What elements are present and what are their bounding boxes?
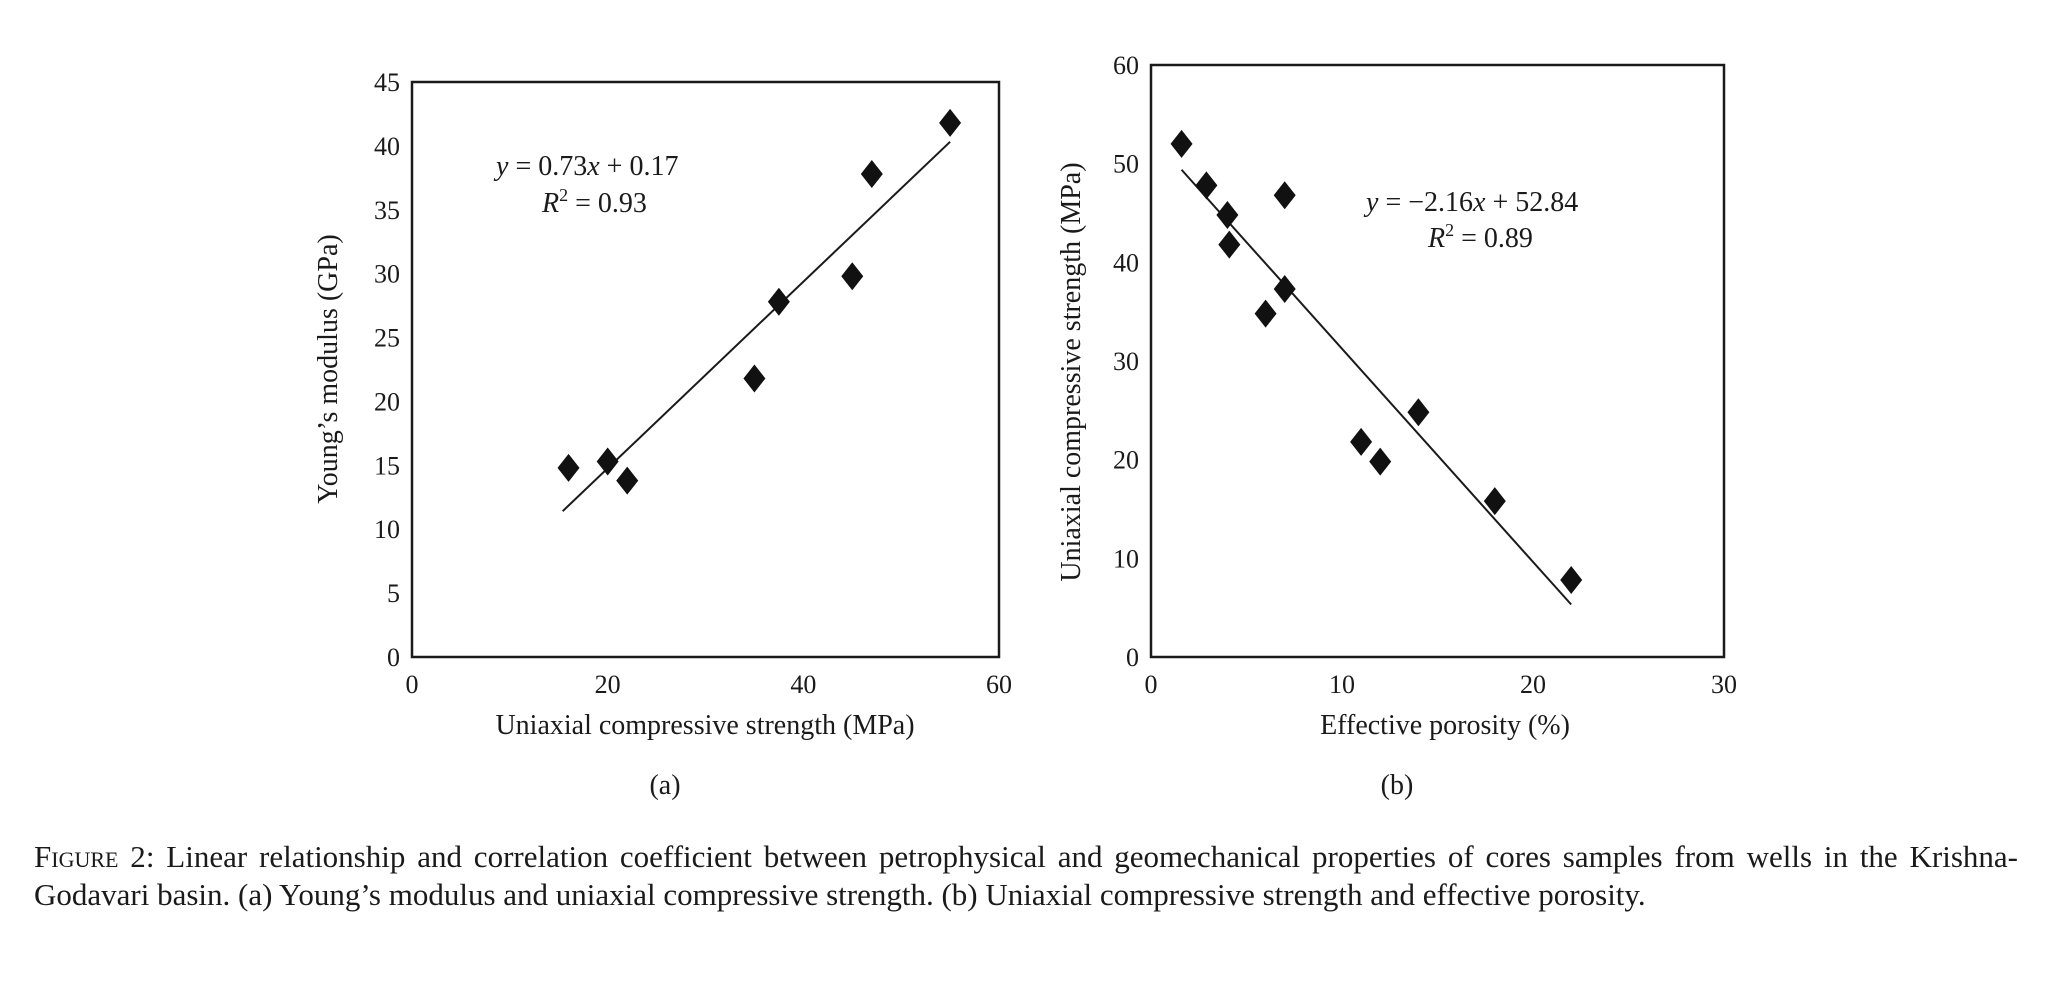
chart-a-y-tick-label: 45 <box>374 68 400 97</box>
chart-a-y-tick-label: 30 <box>374 260 400 289</box>
chart-a-r-squared: R2 = 0.93 <box>541 185 647 219</box>
chart-b-data-point <box>1218 230 1241 259</box>
chart-b-y-tick-labels: 0 10 20 30 40 50 60 <box>1113 51 1139 672</box>
chart-b-data-point <box>1195 171 1218 200</box>
chart-b-points <box>1170 129 1583 595</box>
chart-b-r: R <box>1427 223 1445 254</box>
chart-a-r: R <box>541 188 559 219</box>
chart-b-eq-y: y <box>1363 187 1379 218</box>
chart-b-data-point <box>1483 487 1506 516</box>
chart-b-y-tick-label: 20 <box>1113 446 1139 475</box>
chart-a-eq-x: x <box>586 151 600 182</box>
chart-a-x-axis-label: Uniaxial compressive strength (MPa) <box>495 710 914 741</box>
chart-a-data-point <box>767 287 790 316</box>
chart-b-x-tick-labels: 0 10 20 30 <box>1145 670 1738 699</box>
chart-a-y-tick-label: 15 <box>374 451 400 480</box>
chart-b-data-point <box>1369 447 1392 476</box>
chart-b-y-axis-label: Uniaxial compressive strength (MPa) <box>1056 162 1087 581</box>
chart-b-y-tick-label: 10 <box>1113 544 1139 573</box>
chart-a-y-tick-label: 25 <box>374 324 400 353</box>
chart-a-data-point <box>596 447 619 476</box>
chart-b-y-tick-label: 60 <box>1113 51 1139 80</box>
caption-prefix: Figure 2 <box>34 839 146 874</box>
chart-a-y-tick-label: 35 <box>374 196 400 225</box>
chart-b-trendline <box>1180 169 1572 606</box>
chart-b-equation: y = −2.16x + 52.84 <box>1363 187 1578 218</box>
caption-text: : Linear relationship and correlation co… <box>34 839 2018 912</box>
figure-caption: Figure 2: Linear relationship and correl… <box>34 838 2018 914</box>
chart-b-r-squared: R2 = 0.89 <box>1427 220 1533 254</box>
chart-a-data-point <box>616 466 639 495</box>
chart-a-data-point <box>743 364 766 393</box>
chart-b-x-axis-label: Effective porosity (%) <box>1320 710 1570 741</box>
chart-b-y-tick-label: 40 <box>1113 248 1139 277</box>
chart-b-x-tick-label: 20 <box>1520 670 1546 699</box>
chart-b-data-point <box>1273 181 1296 210</box>
chart-a-r-sup: 2 <box>559 185 568 205</box>
chart-b-data-point <box>1350 427 1373 456</box>
chart-a: 0 5 10 15 20 25 30 35 40 45 0 20 40 60 Uniaxial comp… <box>313 68 1012 801</box>
chart-b-panel-label: (b) <box>1381 770 1414 801</box>
chart-b-y-tick-label: 50 <box>1113 150 1139 179</box>
chart-b-r-value: = 0.89 <box>1454 223 1533 254</box>
chart-a-plot-area <box>410 80 1001 659</box>
chart-a-y-tick-labels: 0 5 10 15 20 25 30 35 40 45 <box>374 68 400 672</box>
chart-b-data-point <box>1560 566 1583 595</box>
chart-a-x-tick-label: 0 <box>406 670 419 699</box>
chart-a-y-tick-label: 40 <box>374 132 400 161</box>
chart-b-eq-intercept: + 52.84 <box>1485 187 1578 218</box>
chart-a-x-tick-label: 40 <box>790 670 816 699</box>
chart-a-x-tick-label: 60 <box>986 670 1012 699</box>
chart-b-plot-area <box>1149 63 1726 659</box>
chart-a-equation: y = 0.73x + 0.17 <box>493 151 678 182</box>
chart-a-y-tick-label: 0 <box>387 643 400 672</box>
chart-a-data-point <box>557 453 580 482</box>
chart-a-eq-y: y <box>493 151 509 182</box>
chart-b-data-point <box>1216 200 1239 229</box>
chart-a-data-point <box>860 160 883 188</box>
chart-a-eq-intercept: + 0.17 <box>600 151 679 182</box>
chart-b-y-tick-label: 0 <box>1126 643 1139 672</box>
chart-a-y-tick-label: 10 <box>374 515 400 544</box>
chart-b-x-tick-label: 30 <box>1711 670 1737 699</box>
chart-a-y-tick-label: 20 <box>374 387 400 416</box>
chart-b-data-point <box>1407 398 1430 427</box>
chart-a-x-tick-labels: 0 20 40 60 <box>406 670 1013 699</box>
chart-b-x-tick-label: 0 <box>1145 670 1158 699</box>
chart-b-x-tick-label: 10 <box>1329 670 1355 699</box>
chart-a-x-tick-label: 20 <box>595 670 621 699</box>
chart-b-eq-slope: = −2.16 <box>1378 187 1473 218</box>
chart-b-y-tick-label: 30 <box>1113 347 1139 376</box>
chart-a-y-axis-label: Young’s modulus (GPa) <box>313 234 344 503</box>
chart-a-panel-label: (a) <box>649 770 680 801</box>
chart-b: 0 10 20 30 40 50 60 0 10 20 30 Effective porosity… <box>1056 51 1737 801</box>
chart-a-points <box>557 108 962 495</box>
chart-b-data-point <box>1170 129 1193 158</box>
chart-b-data-point <box>1254 299 1277 328</box>
chart-b-eq-x: x <box>1472 187 1486 218</box>
chart-a-data-point <box>939 108 962 137</box>
chart-a-y-tick-label: 5 <box>387 579 400 608</box>
chart-a-trendline <box>561 141 951 512</box>
chart-b-r-sup: 2 <box>1445 220 1454 240</box>
chart-a-r-value: = 0.93 <box>568 188 647 219</box>
chart-a-data-point <box>841 262 864 291</box>
chart-b-data-point <box>1273 274 1296 303</box>
chart-a-eq-slope: = 0.73 <box>508 151 587 182</box>
